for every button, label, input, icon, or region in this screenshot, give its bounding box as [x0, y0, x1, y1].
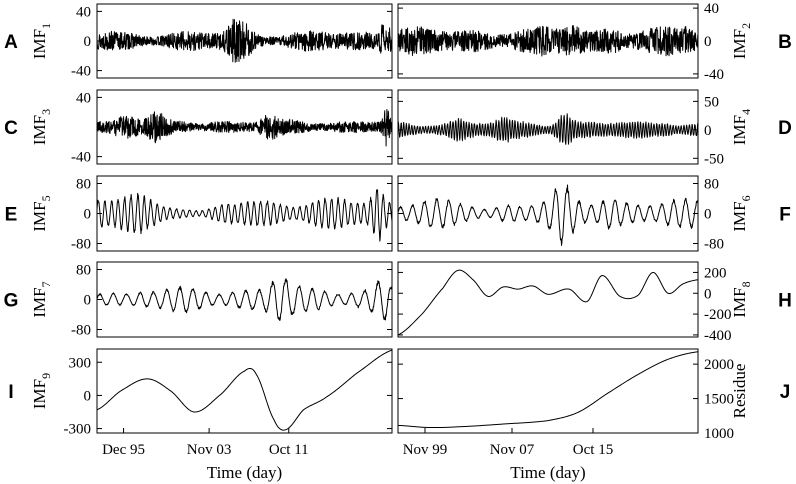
y-axis-label-f: IMF6: [730, 195, 753, 231]
y-axis-label-i: IMF9: [30, 373, 53, 409]
y-tick-label: -50: [704, 151, 724, 167]
y-tick-label: -80: [71, 323, 91, 339]
y-tick-label: 0: [84, 34, 92, 50]
x-tick-label: Dec 95: [102, 442, 145, 458]
y-tick-label: -40: [71, 64, 91, 80]
series-line-g: [96, 278, 393, 322]
y-tick-label: 2000: [704, 357, 734, 373]
y-tick-label: 300: [69, 355, 92, 371]
x-axis-label-j: Time (day): [510, 463, 585, 482]
panel-label-h: H: [778, 291, 792, 312]
series-line-i: [96, 349, 393, 431]
panel-label-i: I: [8, 382, 13, 403]
panel-label-c: C: [4, 118, 18, 139]
x-tick-label: Oct 11: [269, 442, 309, 458]
y-tick-label: -40: [704, 67, 724, 83]
y-tick-label: -200: [704, 307, 732, 323]
x-tick-label: Nov 99: [403, 442, 448, 458]
plot-frame-i: [96, 348, 393, 434]
y-axis-label-j: Residue: [730, 364, 749, 419]
panel-label-g: G: [4, 291, 19, 312]
y-tick-label: -80: [704, 237, 724, 253]
y-tick-label: -300: [64, 422, 92, 438]
x-tick-label: Nov 03: [187, 442, 232, 458]
y-tick-label: 0: [704, 123, 712, 139]
y-axis-label-a: IMF1: [30, 23, 53, 59]
plot-frame-h: [397, 261, 699, 338]
panel-label-b: B: [778, 32, 792, 53]
x-tick-label: Nov 07: [490, 442, 535, 458]
y-tick-label: 40: [76, 90, 91, 106]
y-tick-label: 0: [84, 293, 92, 309]
y-tick-label: 40: [76, 4, 91, 20]
y-tick-label: 1000: [704, 426, 734, 442]
series-line-d: [397, 113, 699, 145]
y-tick-label: -80: [71, 237, 91, 253]
x-tick-label: Oct 15: [573, 442, 613, 458]
panel-label-d: D: [778, 118, 792, 139]
panel-label-f: F: [779, 205, 791, 226]
series-line-j: [397, 351, 699, 429]
y-tick-label: 1500: [704, 392, 734, 408]
y-tick-label: 200: [704, 265, 727, 281]
y-tick-label: -400: [704, 328, 732, 344]
y-axis-label-b: IMF2: [730, 23, 753, 59]
y-tick-label: 0: [84, 207, 92, 223]
series-line-a: [96, 18, 393, 63]
series-line-e: [96, 189, 393, 242]
y-tick-label: 50: [704, 94, 719, 110]
y-axis-label-c: IMF3: [30, 109, 53, 145]
panel-label-e: E: [5, 205, 18, 226]
y-tick-label: 80: [704, 177, 719, 193]
y-tick-label: 80: [76, 177, 91, 193]
y-axis-label-h: IMF8: [730, 281, 753, 317]
y-tick-label: -40: [71, 150, 91, 166]
series-line-h: [397, 269, 699, 336]
y-tick-label: 0: [704, 286, 712, 302]
series-line-b: [397, 25, 699, 57]
y-axis-label-e: IMF5: [30, 195, 53, 231]
plot-frame-e: [96, 175, 393, 252]
plot-frame-d: [397, 89, 699, 165]
panel-label-a: A: [4, 32, 18, 53]
y-tick-label: 0: [84, 388, 92, 404]
y-tick-label: 80: [76, 263, 91, 279]
y-tick-label: 0: [704, 34, 712, 50]
series-line-f: [397, 184, 699, 246]
y-axis-label-g: IMF7: [30, 281, 53, 317]
y-tick-label: 40: [704, 1, 719, 17]
panel-label-j: J: [780, 382, 791, 403]
plot-frame-j: [397, 348, 699, 434]
y-tick-label: 0: [704, 207, 712, 223]
y-axis-label-d: IMF4: [730, 109, 753, 145]
x-axis-label-i: Time (day): [207, 463, 282, 482]
series-line-c: [96, 109, 393, 147]
